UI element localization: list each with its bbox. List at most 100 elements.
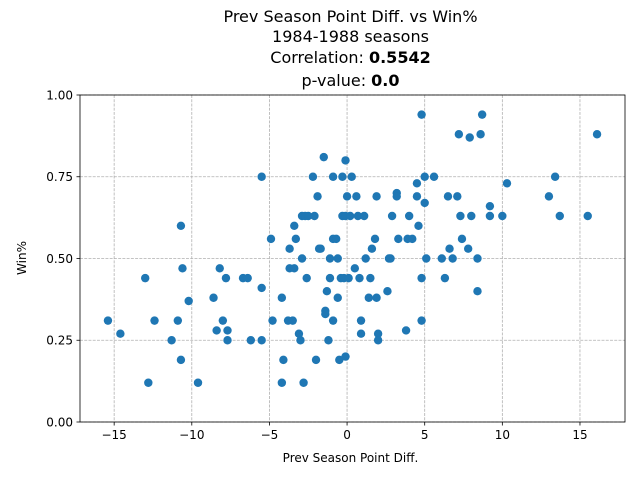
data-point: [324, 336, 332, 344]
data-point: [289, 316, 297, 324]
data-point: [357, 316, 365, 324]
data-point: [219, 316, 227, 324]
data-point: [393, 192, 401, 200]
data-point: [584, 212, 592, 220]
data-point: [278, 379, 286, 387]
data-point: [421, 199, 429, 207]
data-point: [267, 235, 275, 243]
data-point: [313, 192, 321, 200]
data-point: [343, 192, 351, 200]
x-axis-label: Prev Season Point Diff.: [283, 451, 419, 465]
data-point: [458, 235, 466, 243]
x-tick-label: −10: [179, 428, 204, 442]
data-point: [216, 264, 224, 272]
data-point: [448, 254, 456, 262]
data-point: [334, 294, 342, 302]
data-point: [141, 274, 149, 282]
data-point: [394, 235, 402, 243]
data-point: [326, 254, 334, 262]
data-point: [374, 336, 382, 344]
data-point: [455, 130, 463, 138]
data-point: [545, 192, 553, 200]
data-point: [438, 254, 446, 262]
data-point: [222, 274, 230, 282]
data-point: [150, 316, 158, 324]
data-point: [334, 254, 342, 262]
data-point: [417, 110, 425, 118]
data-point: [368, 244, 376, 252]
data-point: [144, 379, 152, 387]
data-point: [408, 235, 416, 243]
data-point: [388, 212, 396, 220]
data-point: [257, 336, 265, 344]
data-point: [329, 173, 337, 181]
data-point: [421, 173, 429, 181]
x-tick-label: 15: [572, 428, 587, 442]
data-point: [366, 274, 374, 282]
data-point: [116, 330, 124, 338]
data-point: [413, 179, 421, 187]
data-point: [177, 222, 185, 230]
chart-correlation-line: Correlation: 0.5542: [270, 48, 430, 67]
data-point: [445, 244, 453, 252]
data-point: [355, 274, 363, 282]
data-point: [247, 336, 255, 344]
data-point: [372, 294, 380, 302]
data-point: [430, 173, 438, 181]
data-point: [338, 173, 346, 181]
data-point: [466, 133, 474, 141]
data-point: [473, 287, 481, 295]
data-point: [323, 287, 331, 295]
data-point: [413, 192, 421, 200]
data-point: [422, 254, 430, 262]
data-point: [453, 192, 461, 200]
data-point: [593, 130, 601, 138]
pvalue-value: 0.0: [371, 71, 399, 90]
y-tick-label: 0.00: [46, 415, 73, 429]
data-point: [279, 356, 287, 364]
chart-title-line-1: Prev Season Point Diff. vs Win%: [223, 7, 477, 26]
x-tick-label: 5: [421, 428, 429, 442]
data-point: [473, 254, 481, 262]
data-point: [184, 297, 192, 305]
data-point: [209, 294, 217, 302]
data-point: [362, 254, 370, 262]
data-point: [257, 284, 265, 292]
data-point: [167, 336, 175, 344]
data-point: [371, 235, 379, 243]
data-point: [243, 274, 251, 282]
data-point: [417, 274, 425, 282]
data-point: [341, 352, 349, 360]
data-point: [551, 173, 559, 181]
data-point: [498, 212, 506, 220]
data-point: [332, 235, 340, 243]
data-point: [278, 294, 286, 302]
y-axis-label: Win%: [15, 241, 29, 275]
data-point: [177, 356, 185, 364]
chart-pvalue-line: p-value: 0.0: [301, 71, 399, 90]
data-point: [383, 287, 391, 295]
data-point: [321, 310, 329, 318]
x-tick-label: 10: [495, 428, 510, 442]
data-point: [386, 254, 394, 262]
data-point: [405, 212, 413, 220]
data-point: [478, 110, 486, 118]
data-point: [212, 326, 220, 334]
data-point: [372, 192, 380, 200]
y-tick-label: 1.00: [46, 88, 73, 102]
data-point: [298, 254, 306, 262]
data-point: [352, 192, 360, 200]
x-tick-label: −5: [261, 428, 279, 442]
data-point: [320, 153, 328, 161]
pvalue-label: p-value:: [301, 71, 371, 90]
x-tick-label: −15: [101, 428, 126, 442]
data-point: [441, 274, 449, 282]
data-point: [346, 212, 354, 220]
data-point: [351, 264, 359, 272]
data-point: [467, 212, 475, 220]
data-point: [344, 274, 352, 282]
y-tick-label: 0.25: [46, 334, 73, 348]
data-point: [296, 336, 304, 344]
